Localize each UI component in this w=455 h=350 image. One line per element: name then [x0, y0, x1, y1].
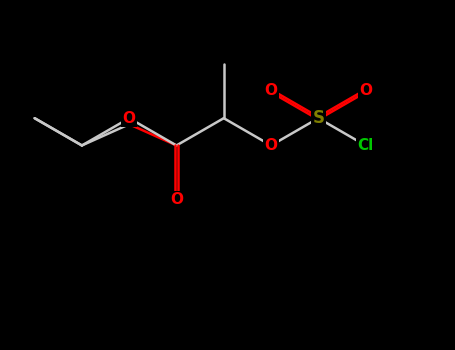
Text: O: O [264, 138, 278, 153]
Text: O: O [264, 83, 278, 98]
Text: O: O [359, 83, 372, 98]
Text: S: S [312, 109, 324, 127]
Text: Cl: Cl [358, 138, 374, 153]
Text: O: O [123, 111, 136, 126]
Text: O: O [170, 193, 183, 208]
